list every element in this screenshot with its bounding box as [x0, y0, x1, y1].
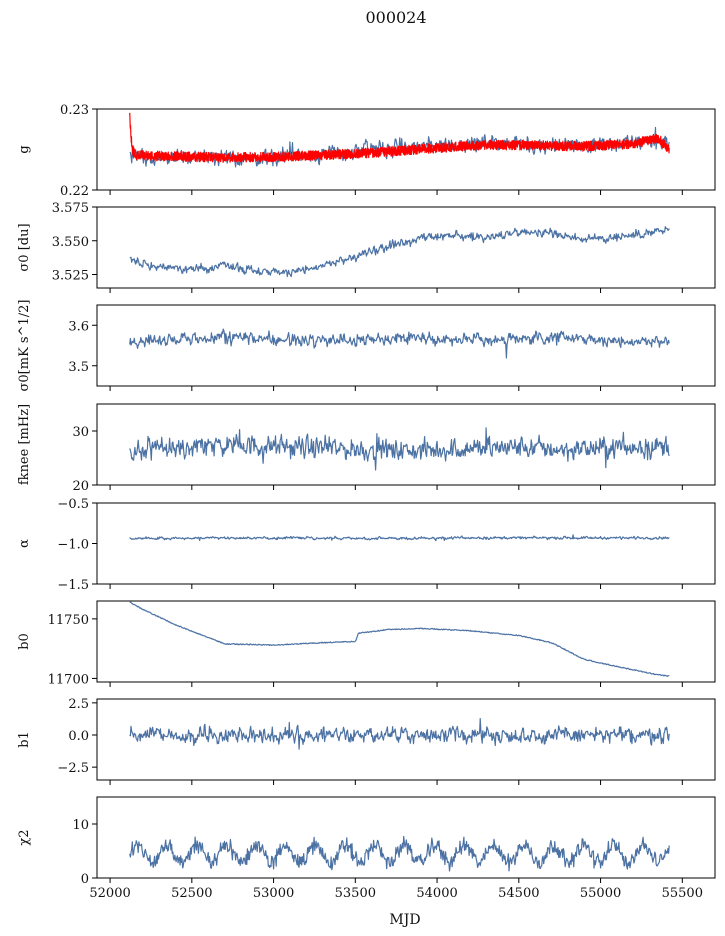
xtick-label-3: 53500	[335, 886, 376, 901]
series-sigma0_du-0	[129, 226, 670, 278]
series-fknee-0	[129, 427, 670, 471]
panel-chi2: 0 10 52000 52500 53000 53500 54000 54500 55000 55…	[17, 796, 716, 901]
xtick-label-6: 55000	[580, 886, 621, 901]
y-axis-label-chi2: χ2	[17, 829, 32, 845]
ytick-label-b1-2: 2.5	[68, 697, 89, 712]
xtick-label-4: 54000	[416, 886, 457, 901]
panel-alpha: −1.5 −1.0 −0.5 α	[17, 497, 716, 593]
series-g-1	[129, 112, 670, 163]
series-alpha-0	[129, 534, 670, 542]
figure-title: 000024	[365, 8, 426, 27]
ytick-label-b0-1: 11750	[48, 613, 89, 628]
xtick-label-5: 54500	[498, 886, 539, 901]
series-b0-0	[129, 601, 670, 677]
ytick-label-alpha-1: −1.0	[57, 538, 89, 553]
y-axis-label-sigma0_du: σ0 [du]	[17, 223, 32, 271]
ytick-label-chi2-1: 10	[72, 818, 89, 833]
ytick-label-b0-0: 11700	[48, 672, 89, 687]
ytick-label-b1-0: −2.5	[57, 761, 89, 776]
ytick-label-fknee-1: 30	[72, 425, 89, 440]
axes-frame-g	[96, 108, 716, 191]
ytick-label-chi2-0: 0	[81, 872, 89, 887]
axes-frame-b0	[96, 600, 716, 683]
y-axis-label-g: g	[17, 145, 32, 153]
axes-frame-b1	[96, 698, 716, 781]
y-axis-label-sigma0_mk: σ0[mK s^1/2]	[17, 300, 32, 392]
x-axis-label: MJD	[389, 912, 420, 928]
ytick-label-sigma0_mk-1: 3.6	[68, 319, 89, 334]
ytick-label-alpha-2: −0.5	[57, 497, 89, 512]
xtick-label-7: 55500	[662, 886, 703, 901]
ytick-label-b1-1: 0.0	[68, 729, 89, 744]
panel-b1: −2.5 0.0 2.5 b1	[17, 697, 716, 785]
ytick-label-sigma0_du-0: 3.525	[52, 269, 89, 284]
xtick-label-2: 53000	[253, 886, 294, 901]
ytick-label-sigma0_mk-0: 3.5	[68, 360, 89, 375]
y-axis-label-fknee: fknee [mHz]	[17, 404, 32, 485]
ytick-label-fknee-0: 20	[72, 479, 89, 494]
xtick-label-1: 52500	[171, 886, 212, 901]
axes-frame-chi2	[96, 796, 716, 879]
y-axis-label-b0: b0	[17, 633, 32, 650]
panel-fknee: 20 30 fknee [mHz]	[17, 403, 716, 494]
panel-b0: 11700 11750 b0	[17, 600, 716, 687]
ytick-label-alpha-0: −1.5	[57, 578, 89, 593]
y-axis-label-alpha: α	[17, 539, 32, 548]
ytick-label-g-0: 0.22	[60, 184, 89, 199]
y-axis-label-b1: b1	[17, 731, 32, 748]
axes-frame-alpha	[96, 502, 716, 585]
series-sigma0_mk-0	[129, 328, 670, 359]
ytick-label-sigma0_du-2: 3.575	[52, 201, 89, 216]
axes-frame-sigma0_du	[96, 206, 716, 289]
series-b1-0	[129, 718, 670, 750]
axes-frame-sigma0_mk	[96, 304, 716, 387]
ytick-label-sigma0_du-1: 3.550	[52, 235, 89, 250]
axes-frame-fknee	[96, 403, 716, 486]
ytick-label-g-1: 0.23	[60, 103, 89, 118]
panel-sigma0_du: 3.525 3.550 3.575 σ0 [du]	[17, 201, 716, 293]
panels: 0.22 0.23 g 3.525 3.550 3.575 σ0 [du] 3.5 3.6 σ0[…	[17, 103, 716, 901]
xtick-label-0: 52000	[89, 886, 130, 901]
panel-sigma0_mk: 3.5 3.6 σ0[mK s^1/2]	[17, 300, 716, 392]
series-chi2-0	[129, 835, 670, 872]
panel-g: 0.22 0.23 g	[17, 103, 716, 199]
